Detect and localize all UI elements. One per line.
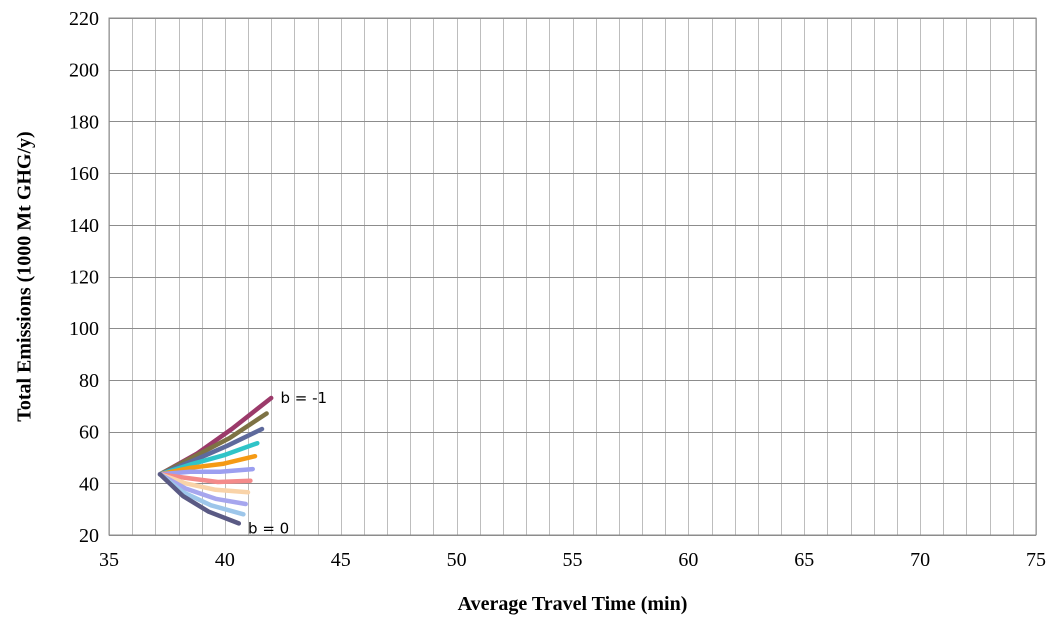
y-tick-label: 40 (79, 473, 99, 495)
x-tick-label: 40 (215, 549, 235, 571)
grid (109, 18, 1037, 536)
x-tick-label: 65 (794, 549, 814, 571)
y-tick-label: 160 (69, 163, 99, 185)
series-line (157, 472, 251, 495)
y-tick-label: 60 (79, 422, 99, 444)
series-line (157, 472, 253, 485)
x-tick-label: 50 (447, 549, 467, 571)
tick-labels: 35 40 45 50 55 60 65 70 75 20 40 60 80 100 120 140 160 18… (69, 8, 1046, 571)
series-annotation: b = 0 (248, 520, 289, 538)
annotations: b = -1 b = 0 (248, 389, 327, 538)
x-tick-label: 60 (678, 549, 698, 571)
x-tick-label: 35 (99, 549, 119, 571)
series-annotation: b = -1 (280, 389, 327, 407)
y-tick-label: 220 (69, 8, 99, 30)
series-layer (157, 395, 274, 526)
x-axis-title: Average Travel Time (min) (458, 593, 688, 615)
y-tick-label: 180 (69, 111, 99, 133)
y-tick-label: 200 (69, 60, 99, 82)
x-tick-label: 70 (910, 549, 930, 571)
y-axis-title: Total Emissions (1000 Mt GHG/y) (14, 131, 36, 421)
y-tick-label: 140 (69, 215, 99, 237)
plot-frame (108, 17, 1037, 536)
series-line (157, 472, 242, 526)
y-tick-label: 120 (69, 267, 99, 289)
x-tick-label: 75 (1026, 549, 1046, 571)
x-tick-label: 45 (331, 549, 351, 571)
y-tick-label: 100 (69, 318, 99, 340)
x-tick-label: 55 (563, 549, 583, 571)
y-tick-label: 80 (79, 370, 99, 392)
series-line (157, 466, 255, 477)
y-tick-label: 20 (79, 525, 99, 547)
